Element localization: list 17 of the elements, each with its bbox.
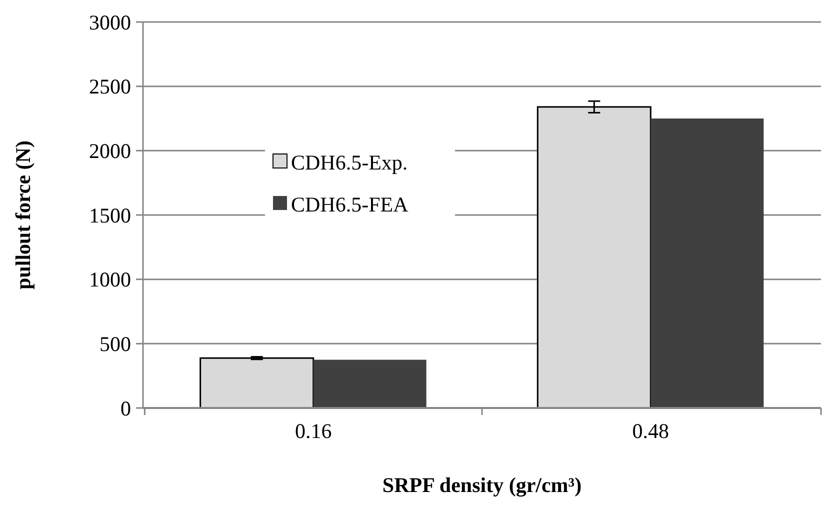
bar bbox=[650, 118, 764, 408]
x-tick-label: 0.16 bbox=[294, 419, 332, 443]
bar bbox=[313, 360, 426, 408]
legend-label: CDH6.5-FEA bbox=[291, 192, 410, 216]
y-tick-label: 0 bbox=[120, 396, 131, 420]
bar bbox=[536, 106, 652, 409]
y-tick-label: 2500 bbox=[89, 74, 131, 99]
y-tick-label: 1000 bbox=[89, 268, 131, 292]
legend-label: CDH6.5-Exp. bbox=[291, 150, 408, 174]
x-tick-label: 0.48 bbox=[632, 419, 670, 443]
y-tick-label: 3000 bbox=[89, 10, 131, 34]
bar bbox=[200, 357, 314, 409]
x-axis-title: SRPF density (gr/cm³) bbox=[382, 473, 582, 497]
y-tick-label: 500 bbox=[100, 332, 131, 356]
y-axis-title: pullout force (N) bbox=[11, 140, 35, 290]
y-tick-label: 1500 bbox=[89, 203, 131, 228]
y-tick-label: 2000 bbox=[89, 139, 131, 164]
